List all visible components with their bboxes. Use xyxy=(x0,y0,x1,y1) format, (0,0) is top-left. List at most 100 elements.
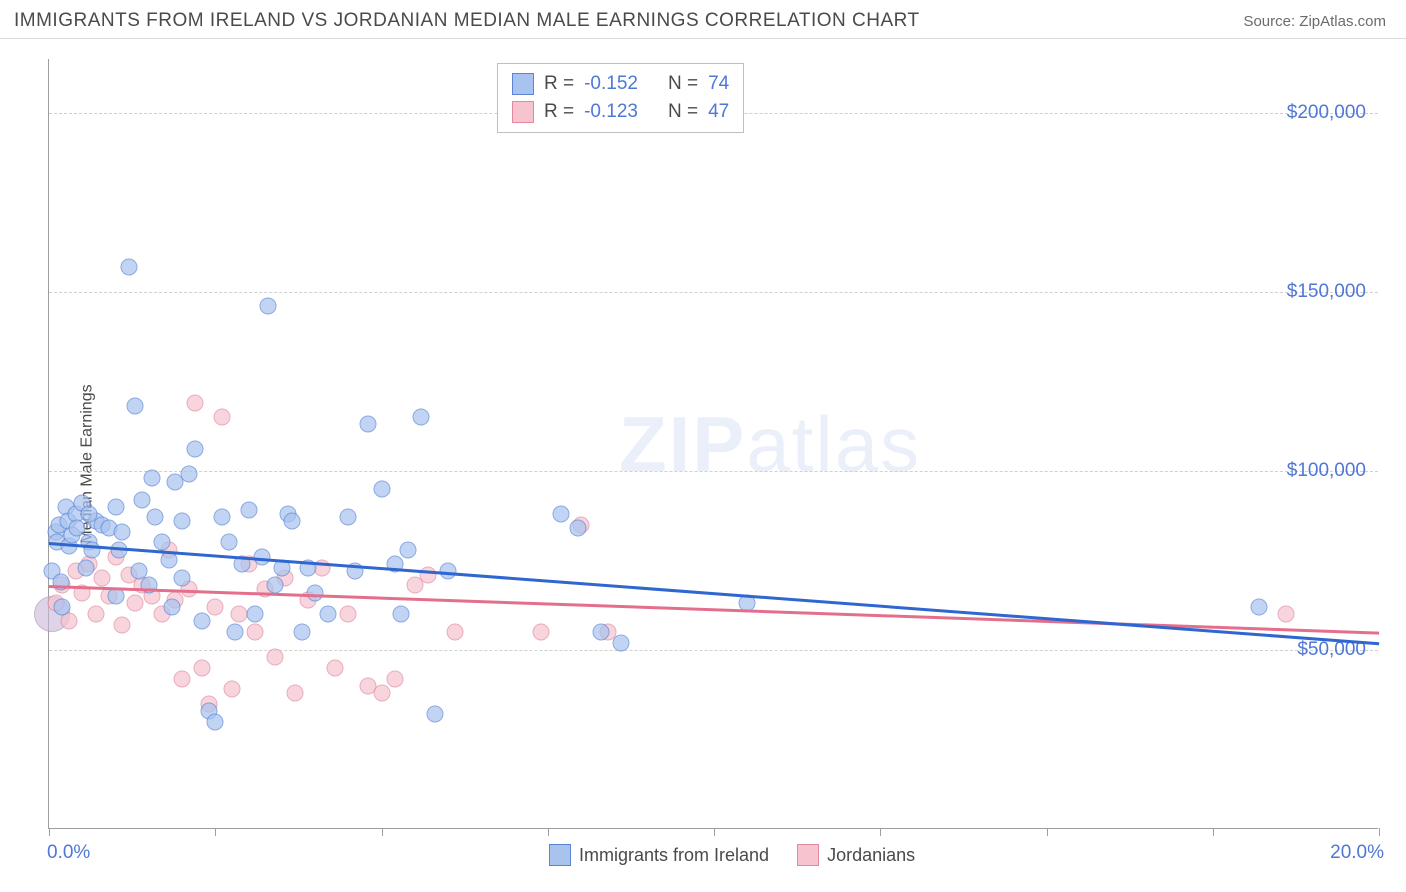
data-point-ireland xyxy=(207,713,224,730)
data-point-ireland xyxy=(340,509,357,526)
data-point-jordan xyxy=(267,649,284,666)
data-point-ireland xyxy=(187,441,204,458)
data-point-ireland xyxy=(114,523,131,540)
data-point-ireland xyxy=(160,552,177,569)
stats-r-value: -0.123 xyxy=(584,98,638,126)
data-point-ireland xyxy=(220,534,237,551)
data-point-ireland xyxy=(147,509,164,526)
data-point-ireland xyxy=(84,541,101,558)
data-point-jordan xyxy=(127,595,144,612)
data-point-jordan xyxy=(213,409,230,426)
data-point-ireland xyxy=(107,498,124,515)
chart-header: IMMIGRANTS FROM IRELAND VS JORDANIAN MED… xyxy=(0,0,1406,39)
data-point-ireland xyxy=(54,598,71,615)
stats-row: R =-0.123N =47 xyxy=(512,98,729,126)
y-tick-label: $200,000 xyxy=(1287,102,1366,124)
legend-swatch-icon xyxy=(549,844,571,866)
stats-r-label: R = xyxy=(544,70,574,98)
data-point-ireland xyxy=(247,606,264,623)
stats-n-value: 74 xyxy=(708,70,729,98)
data-point-ireland xyxy=(320,606,337,623)
stats-swatch-icon xyxy=(512,73,534,95)
source-label: Source: ZipAtlas.com xyxy=(1243,13,1386,30)
legend-label: Jordanians xyxy=(827,845,915,866)
legend-item-ireland: Immigrants from Ireland xyxy=(549,844,769,866)
stats-n-label: N = xyxy=(668,70,698,98)
data-point-ireland xyxy=(393,606,410,623)
watermark-atlas: atlas xyxy=(746,400,921,488)
data-point-ireland xyxy=(164,598,181,615)
legend-swatch-icon xyxy=(797,844,819,866)
x-tick xyxy=(1047,828,1048,836)
data-point-ireland xyxy=(80,505,97,522)
data-point-ireland xyxy=(260,298,277,315)
data-point-ireland xyxy=(592,624,609,641)
data-point-ireland xyxy=(400,541,417,558)
data-point-ireland xyxy=(193,613,210,630)
data-point-ireland xyxy=(283,513,300,530)
data-point-ireland xyxy=(77,559,94,576)
data-point-jordan xyxy=(87,606,104,623)
gridline xyxy=(49,471,1378,472)
x-tick xyxy=(548,828,549,836)
x-tick-label-max: 20.0% xyxy=(1330,842,1384,864)
data-point-ireland xyxy=(293,624,310,641)
data-point-ireland xyxy=(174,570,191,587)
data-point-ireland xyxy=(612,634,629,651)
stats-box: R = -0.152 N = 74R = -0.123 N = 47 xyxy=(497,63,744,133)
data-point-jordan xyxy=(223,681,240,698)
x-tick xyxy=(382,828,383,836)
data-point-jordan xyxy=(230,606,247,623)
stats-row: R = -0.152 N = 74 xyxy=(512,70,729,98)
chart-title: IMMIGRANTS FROM IRELAND VS JORDANIAN MED… xyxy=(14,10,920,32)
data-point-jordan xyxy=(114,616,131,633)
data-point-jordan xyxy=(94,570,111,587)
data-point-ireland xyxy=(267,577,284,594)
data-point-jordan xyxy=(174,670,191,687)
x-tick xyxy=(1379,828,1380,836)
data-point-jordan xyxy=(193,659,210,676)
x-tick xyxy=(215,828,216,836)
data-point-ireland xyxy=(144,470,161,487)
x-tick xyxy=(714,828,715,836)
legend: Immigrants from Ireland Jordanians xyxy=(549,844,915,866)
data-point-ireland xyxy=(240,502,257,519)
data-point-ireland xyxy=(134,491,151,508)
y-tick-label: $150,000 xyxy=(1287,281,1366,303)
gridline xyxy=(49,650,1378,651)
data-point-ireland xyxy=(227,624,244,641)
data-point-ireland xyxy=(373,480,390,497)
data-point-jordan xyxy=(207,598,224,615)
x-tick xyxy=(880,828,881,836)
watermark: ZIPatlas xyxy=(619,399,921,490)
data-point-jordan xyxy=(1277,606,1294,623)
watermark-zip: ZIP xyxy=(619,400,746,488)
data-point-ireland xyxy=(68,520,85,537)
stats-r-label: R = xyxy=(544,98,574,126)
data-point-jordan xyxy=(340,606,357,623)
x-tick xyxy=(1213,828,1214,836)
data-point-ireland xyxy=(360,416,377,433)
stats-n-value: 47 xyxy=(708,98,729,126)
data-point-ireland xyxy=(174,513,191,530)
data-point-ireland xyxy=(569,520,586,537)
data-point-ireland xyxy=(213,509,230,526)
data-point-ireland xyxy=(180,466,197,483)
data-point-ireland xyxy=(413,409,430,426)
data-point-ireland xyxy=(154,534,171,551)
gridline xyxy=(49,292,1378,293)
data-point-jordan xyxy=(533,624,550,641)
data-point-ireland xyxy=(127,398,144,415)
legend-item-jordan: Jordanians xyxy=(797,844,915,866)
plot-region: ZIPatlas $50,000$100,000$150,000$200,000… xyxy=(48,59,1378,829)
data-point-ireland xyxy=(107,588,124,605)
data-point-jordan xyxy=(446,624,463,641)
data-point-jordan xyxy=(386,670,403,687)
data-point-jordan xyxy=(373,684,390,701)
data-point-ireland xyxy=(1251,598,1268,615)
data-point-jordan xyxy=(187,394,204,411)
stats-r-value: -0.152 xyxy=(584,70,638,98)
data-point-ireland xyxy=(120,258,137,275)
x-tick xyxy=(49,828,50,836)
data-point-ireland xyxy=(553,505,570,522)
